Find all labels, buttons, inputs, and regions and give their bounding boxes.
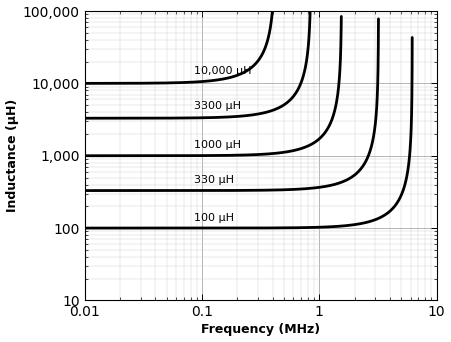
Text: 1000 μH: 1000 μH [193, 140, 241, 150]
Text: 100 μH: 100 μH [193, 212, 234, 223]
Text: 330 μH: 330 μH [193, 175, 234, 185]
Text: 3300 μH: 3300 μH [193, 102, 241, 111]
Text: 10,000 μH: 10,000 μH [193, 66, 251, 76]
Y-axis label: Inductance (μH): Inductance (μH) [5, 99, 18, 212]
X-axis label: Frequency (MHz): Frequency (MHz) [201, 324, 320, 337]
